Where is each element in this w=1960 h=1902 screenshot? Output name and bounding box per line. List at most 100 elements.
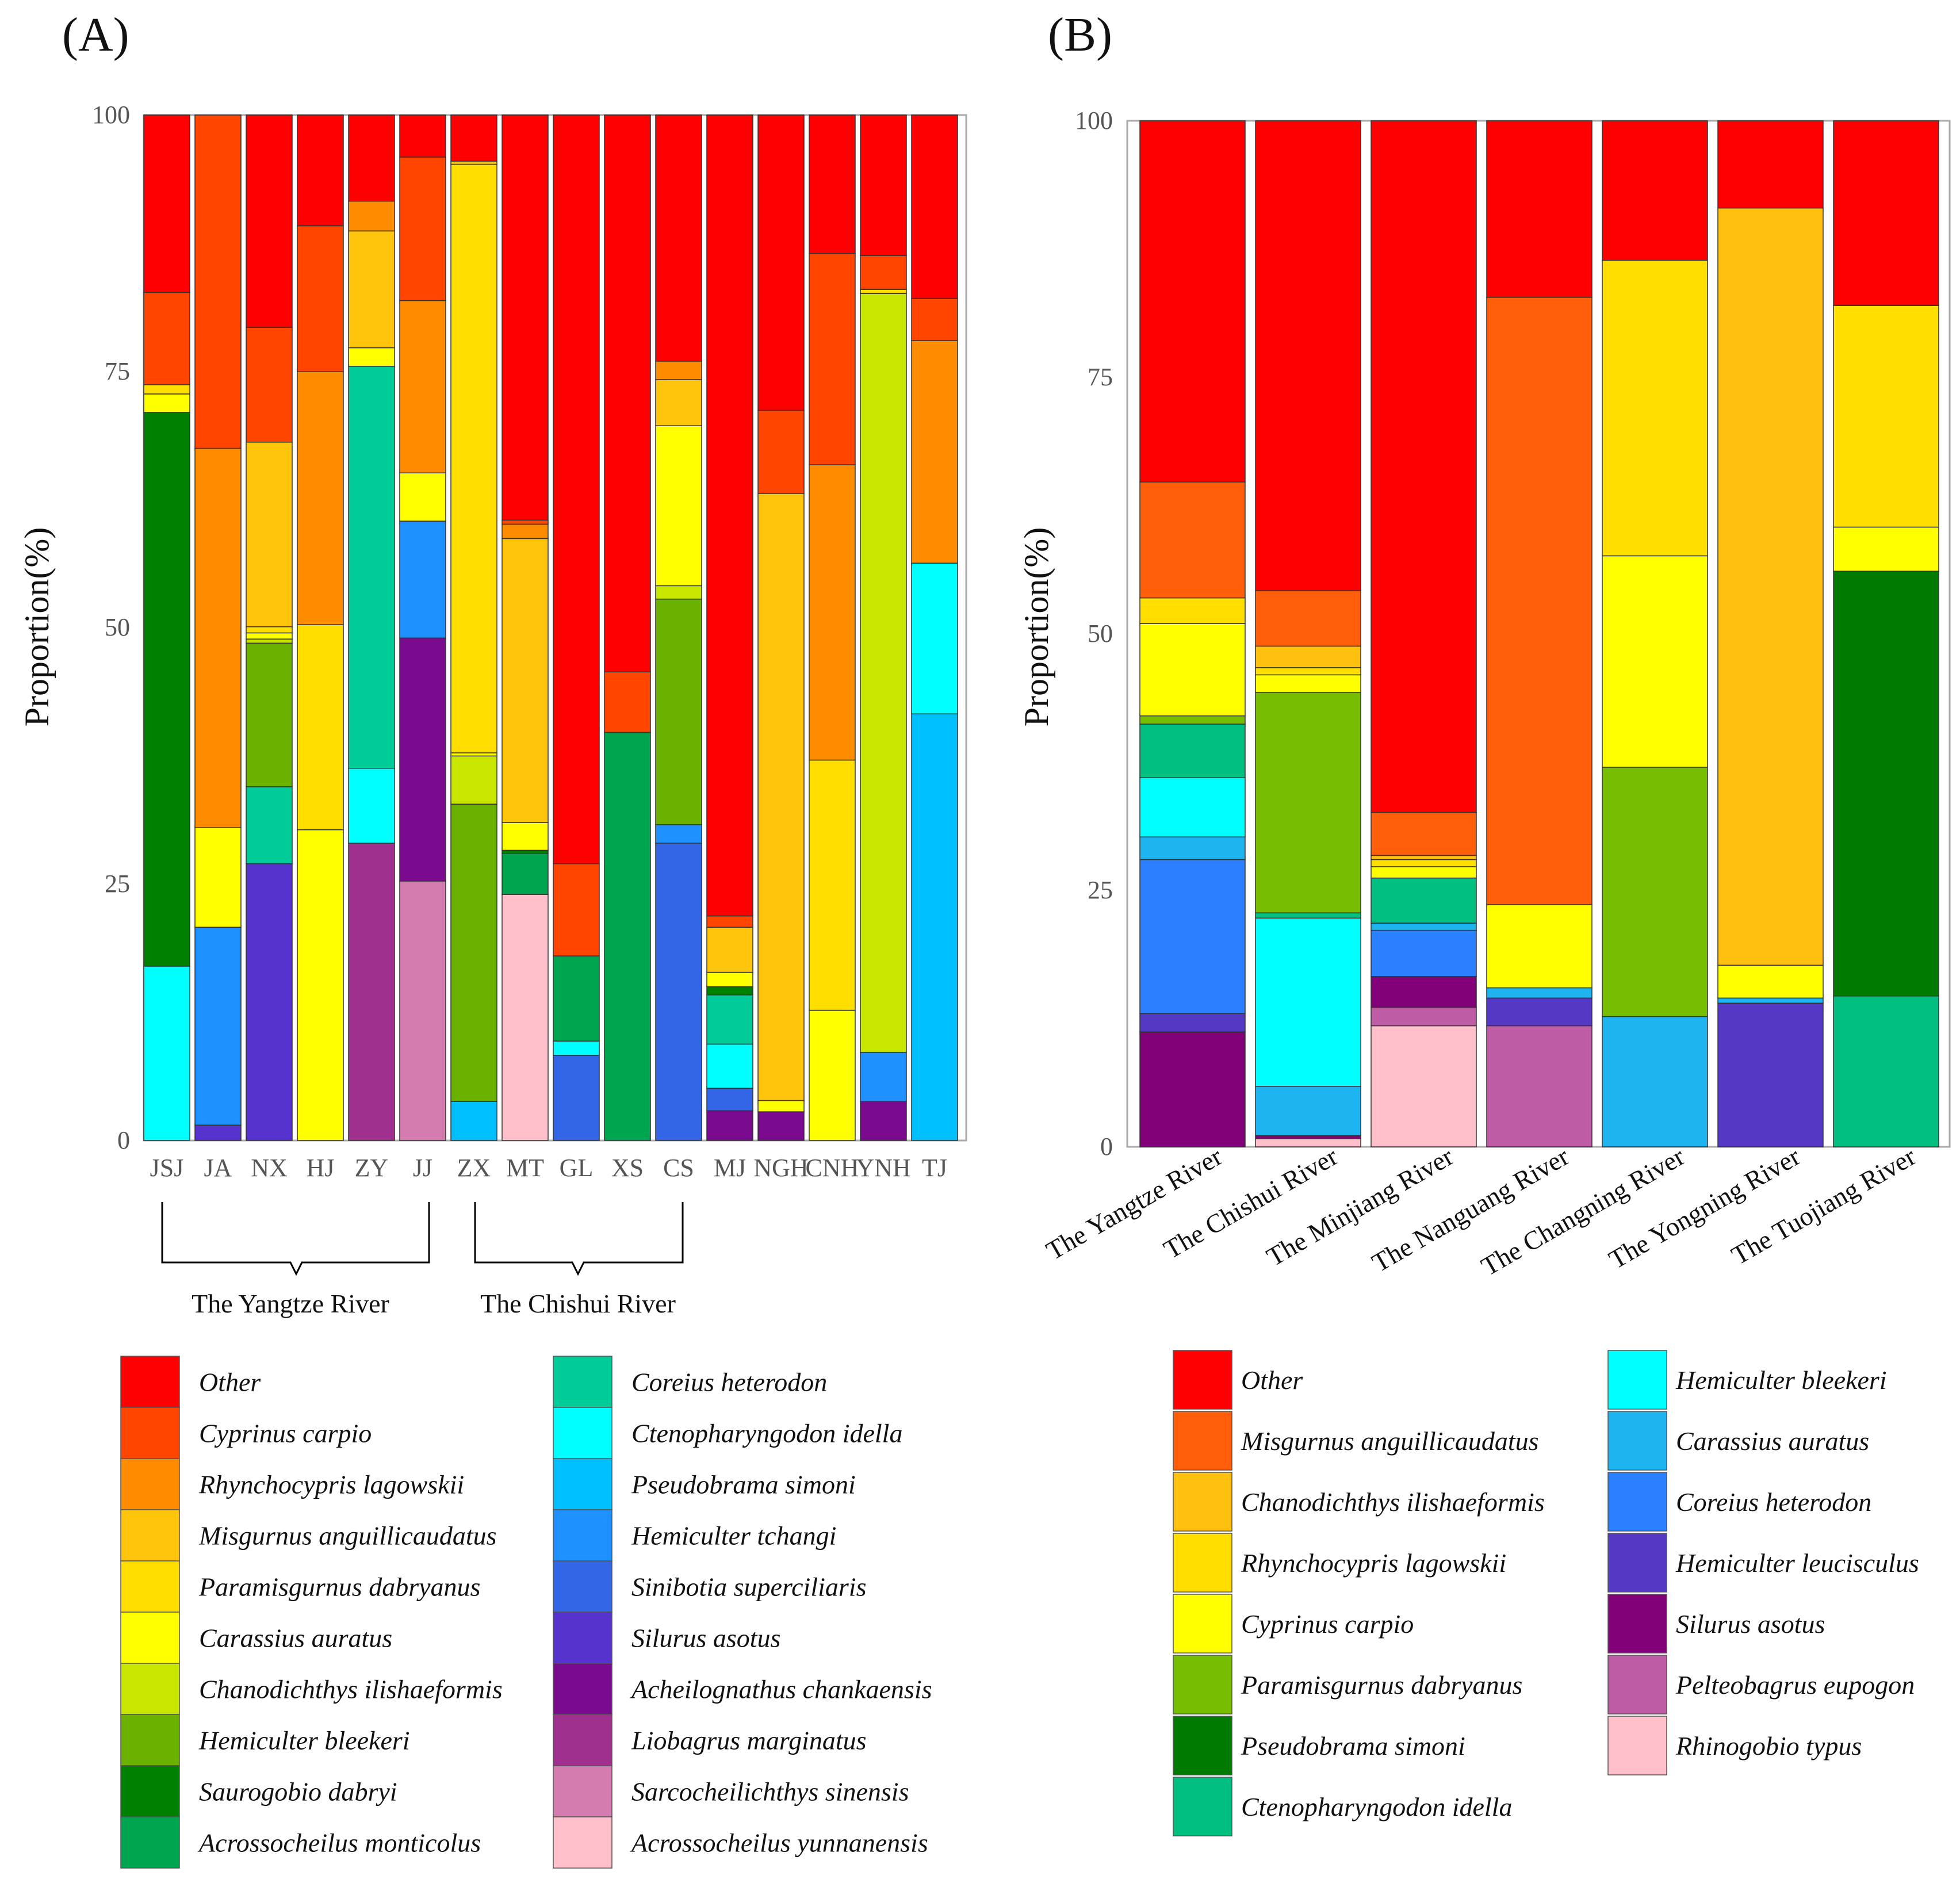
bar-a-jj [399,114,446,1141]
bar-segment-hj-carassius-auratus [297,829,344,1141]
group-label-yangtze: The Yangtze River [192,1289,389,1318]
xtick-a-jj: JJ [413,1154,432,1182]
bar-segment-the-minjiang-river-cyprinus-carpio [1371,866,1477,879]
legend-item-a-sinibotia-superciliaris: Sinibotia superciliaris [553,1560,866,1613]
legend-label: Coreius heterodon [631,1368,827,1397]
bar-segment-the-chishui-river-rhinogobio-typus [1255,1138,1361,1147]
legend-swatch [120,1509,180,1562]
xtick-a-ynh: YNH [856,1154,910,1182]
xtick-a-cnh: CNH [806,1154,859,1182]
xtick-a-mj: MJ [714,1154,746,1182]
bar-segment-tj-other [911,114,958,299]
bar-segment-ngh-carassius-auratus [757,1100,805,1112]
bar-segment-mt-acrossocheilus-yunnanensis [502,894,549,1141]
bar-segment-xs-cyprinus-carpio [604,671,651,733]
panel-a-label: (A) [62,8,129,62]
bar-segment-the-nanguang-river-other [1486,120,1592,298]
bar-segment-the-yangtze-river-carassius-auratus [1139,836,1246,860]
bar-segment-the-minjiang-river-silurus-asotus [1371,976,1477,1008]
bar-segment-cnh-other [809,114,856,254]
panel-a-y-ticks: 0 25 50 75 100 [92,101,130,1154]
bar-segment-the-minjiang-river-rhynchocypris-lagowskii [1371,859,1477,867]
bar-segment-the-chishui-river-cyprinus-carpio [1255,674,1361,693]
bar-segment-zx-pseudobrama-simoni [450,1101,497,1141]
bar-a-gl [553,114,600,1141]
legend-item-b-rhynchocypris-lagowskii: Rhynchocypris lagowskii [1173,1533,1506,1593]
panel-b-bars [1139,120,1939,1147]
bar-segment-the-yangtze-river-paramisgurnus-dabryanus [1139,715,1246,725]
bar-segment-the-yangtze-river-ctenopharyngodon-idella [1139,724,1246,778]
legend-swatch [1607,1655,1667,1715]
bar-segment-zy-carassius-auratus [348,347,395,367]
bar-segment-ngh-other [757,114,805,411]
legend-item-a-acheilognathus-chankaensis: Acheilognathus chankaensis [553,1663,932,1715]
legend-swatch [120,1765,180,1817]
bar-segment-cnh-cyprinus-carpio [809,252,856,465]
bar-segment-the-yongning-river-cyprinus-carpio [1717,965,1824,999]
bar-segment-hj-rhynchocypris-lagowskii [297,371,344,625]
panel-b-label: (B) [1048,8,1112,62]
legend-label: Sinibotia superciliaris [631,1572,866,1602]
legend-label: Cyprinus carpio [1241,1609,1414,1639]
legend-swatch [1173,1533,1232,1593]
bar-segment-the-chishui-river-chanodichthys-ilishaeformis [1255,645,1361,668]
bar-segment-jj-other [399,114,446,158]
bar-b-the-nanguang-river [1486,120,1592,1147]
bar-segment-the-minjiang-river-chanodichthys-ilishaeformis [1371,855,1477,860]
bar-a-jsj [143,114,190,1141]
bar-segment-jsj-paramisgurnus-dabryanus [143,384,190,395]
bar-segment-jsj-ctenopharyngodon-idella [143,966,190,1141]
bar-segment-the-changning-river-cyprinus-carpio [1602,555,1708,768]
legend-label: Rhynchocypris lagowskii [1241,1548,1506,1578]
legend-item-a-other: Other [120,1356,261,1408]
legend-label: Carassius auratus [199,1624,392,1653]
bar-segment-zy-rhynchocypris-lagowskii [348,201,395,232]
bar-segment-gl-ctenopharyngodon-idella [553,1040,600,1056]
legend-swatch [1607,1594,1667,1654]
xtick-a-zx: ZX [457,1154,491,1182]
legend-label: Other [1241,1365,1303,1395]
bar-segment-jj-cyprinus-carpio [399,156,446,301]
bar-segment-nx-silurus-asotus [246,863,293,1141]
legend-label: Saurogobio dabryi [199,1777,397,1807]
legend-swatch [553,1663,612,1715]
bar-segment-cs-chanodichthys-ilishaeformis [655,585,702,600]
panel-a-ytick-0: 0 [117,1126,130,1154]
bar-segment-ja-silurus-asotus [194,1124,242,1141]
bar-segment-mt-other [502,114,549,521]
legend-swatch [120,1407,180,1459]
legend-label: Ctenopharyngodon idella [631,1419,902,1448]
bar-segment-the-chishui-river-silurus-asotus [1255,1135,1361,1139]
legend-item-b-misgurnus-anguillicaudatus: Misgurnus anguillicaudatus [1173,1411,1539,1471]
bar-segment-cnh-rhynchocypris-lagowskii [809,464,856,761]
bar-segment-zy-coreius-heterodon [348,366,395,769]
legend-item-a-chanodichthys-ilishaeformis: Chanodichthys ilishaeformis [120,1663,503,1715]
xtick-a-tj: TJ [922,1154,947,1182]
legend-swatch [1607,1350,1667,1410]
legend-label: Rhynchocypris lagowskii [198,1470,464,1499]
bar-segment-the-chishui-river-misgurnus-anguillicaudatus [1255,590,1361,647]
legend-swatch [1607,1472,1667,1532]
bracket-yangtze-line [161,1202,430,1276]
xtick-a-cs: CS [663,1154,694,1182]
panel-b-y-axis-label: Proportion(%) [1017,527,1055,727]
legend-swatch [1173,1716,1232,1775]
bar-segment-nx-chanodichthys-ilishaeformis [246,638,293,644]
bar-b-the-yongning-river [1717,120,1824,1147]
bar-segment-nx-carassius-auratus [246,632,293,640]
bar-a-cnh [809,114,856,1141]
legend-swatch [1173,1777,1232,1836]
legend-label: Coreius heterodon [1676,1487,1871,1517]
legend-item-b-rhinogobio-typus: Rhinogobio typus [1607,1716,1862,1775]
bar-segment-the-changning-river-carassius-auratus [1602,1016,1708,1147]
group-label-chishui: The Chishui River [480,1289,676,1318]
legend-swatch [1173,1655,1232,1715]
bar-segment-ja-rhynchocypris-lagowskii [194,447,242,828]
panel-b-ytick-0: 0 [1100,1132,1113,1161]
bar-segment-the-minjiang-river-pelteobagrus-eupogon [1371,1007,1477,1027]
xtick-a-gl: GL [560,1154,594,1182]
bar-a-nx [246,114,293,1141]
legend-label: Paramisgurnus dabryanus [1241,1670,1522,1700]
bar-segment-zx-paramisgurnus-dabryanus [450,163,497,753]
legend-item-b-cyprinus-carpio: Cyprinus carpio [1173,1594,1414,1654]
